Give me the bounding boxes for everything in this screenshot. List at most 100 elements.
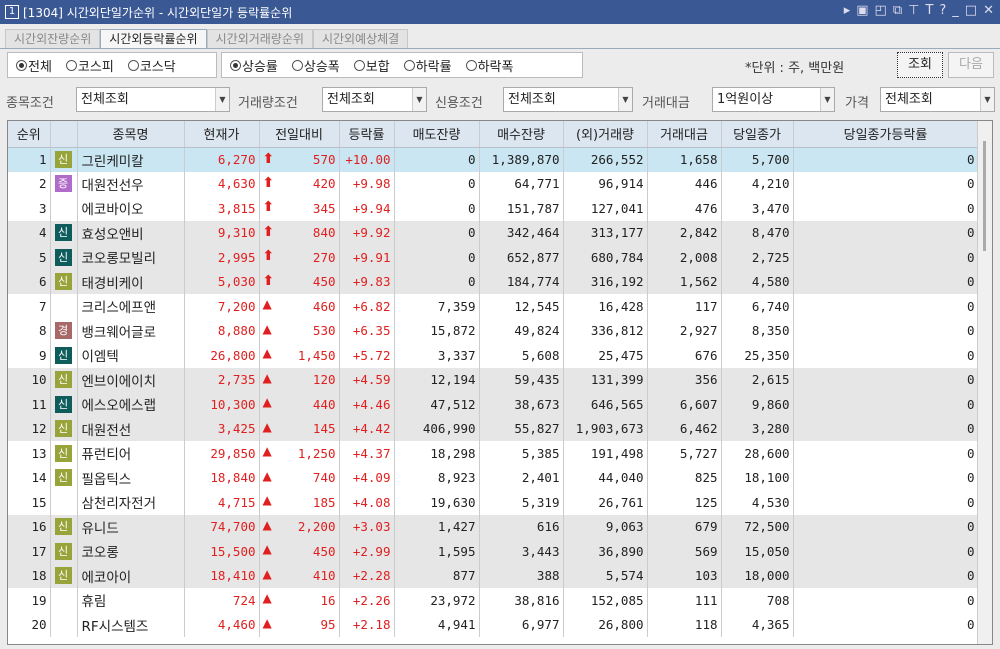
table-row[interactable]: 16 신 유니드 74,700 ▲ 2,200 +3.03 1,427 616 9,063 679 7… (8, 514, 979, 539)
table-row[interactable]: 1 신 그린케미칼 6,270 ⬆ 570 +10.00 0 1,389,870 266,552 1… (8, 147, 979, 172)
sort-radio-group: 상승률 상승폭 보합 하락률 하락폭 (221, 52, 583, 78)
table-row[interactable]: 8 경 뱅크웨어글로 8,880 ▲ 530 +6.35 15,872 49,824 336,81… (8, 318, 979, 343)
up-triangle-icon: ▲ (262, 419, 272, 434)
layout-icon[interactable]: ◰ (874, 3, 887, 18)
table-row[interactable]: 15 삼천리자전거 4,715 ▲ 185 +4.08 19,630 5,319 26,761 1… (8, 490, 979, 515)
radio-flat[interactable]: 보합 (353, 56, 390, 75)
tab-afterhours-balance[interactable]: 시간외잔량순위 (5, 29, 101, 49)
stock-name-cell: 그린케미칼 (77, 147, 185, 172)
query-button[interactable]: 조회 (897, 52, 943, 78)
table-row[interactable]: 9 신 이엠텍 26,800 ▲ 1,450 +5.72 3,337 5,608 25,475 67… (8, 343, 979, 368)
rank-cell: 16 (8, 514, 51, 539)
column-header[interactable]: 당일종가등락률 (793, 121, 979, 148)
table-row[interactable]: 10 신 엔브이에이치 2,735 ▲ 120 +4.59 12,194 59,435 131,3… (8, 367, 979, 392)
table-row[interactable]: 3 에코바이오 3,815 ⬆ 345 +9.94 0 151,787 127,041 476 3,… (8, 196, 979, 221)
column-header[interactable]: 등락률 (339, 121, 395, 148)
radio-rise-rate[interactable]: 상승률 (230, 56, 278, 75)
table-row[interactable]: 6 신 태경비케이 5,030 ⬆ 450 +9.83 0 184,774 316,192 1,56… (8, 269, 979, 294)
table-row[interactable]: 13 신 퓨런티어 29,850 ▲ 1,250 +4.37 18,298 5,385 191,4… (8, 441, 979, 466)
rate-cell: +10.00 (339, 147, 395, 172)
price-select[interactable]: 전체조회 ▼ (880, 87, 995, 112)
tab-afterhours-expected[interactable]: 시간외예상체결 (312, 29, 409, 49)
play-icon[interactable]: ▸ (843, 3, 851, 18)
scrollbar-thumb[interactable] (983, 141, 986, 251)
badge-cell: 신 (50, 245, 78, 270)
radio-kospi[interactable]: 코스피 (65, 56, 114, 75)
table-row[interactable]: 18 신 에코아이 18,410 ▲ 410 +2.28 877 388 5,574 103 18,0… (8, 563, 979, 588)
table-row[interactable]: 7 크리스에프앤 7,200 ▲ 460 +6.82 7,359 12,545 16,428 11… (8, 294, 979, 319)
column-header[interactable]: 현재가 (184, 121, 260, 148)
column-header[interactable]: 매도잔량 (394, 121, 480, 148)
radio-all[interactable]: 전체 (16, 56, 52, 75)
stock-condition-select[interactable]: 전체조회 ▼ (76, 87, 230, 112)
volume-cell: 25,475 (563, 343, 648, 368)
bid-cell: 184,774 (479, 269, 564, 294)
radio-fall-rate[interactable]: 하락률 (403, 56, 452, 75)
stock-name-cell: 뱅크웨어글로 (77, 318, 185, 343)
vertical-scrollbar[interactable] (977, 121, 992, 644)
table-row[interactable]: 4 신 효성오앤비 9,310 ⬆ 840 +9.92 0 342,464 313,177 2,84… (8, 220, 979, 245)
badge-cell (50, 490, 78, 515)
column-header[interactable]: 전일대비 (259, 121, 340, 148)
close-rate-cell: 0 (793, 220, 979, 245)
ask-cell: 877 (394, 563, 480, 588)
volume-cell: 191,498 (563, 441, 648, 466)
credit-condition-select[interactable]: 전체조회 ▼ (503, 87, 633, 112)
bid-cell: 1,389,870 (479, 147, 564, 172)
column-header[interactable]: 종목명 (77, 121, 185, 148)
amount-cell: 117 (647, 294, 722, 319)
volume-condition-select[interactable]: 전체조회 ▼ (322, 87, 427, 112)
table-row[interactable]: 14 신 필옵틱스 18,840 ▲ 740 +4.09 8,923 2,401 44,040 82… (8, 465, 979, 490)
help-icon[interactable]: ? (939, 3, 947, 18)
column-header[interactable]: 순위 (8, 121, 51, 148)
trade-amount-select[interactable]: 1억원이상 ▼ (712, 87, 835, 112)
amount-cell: 125 (647, 490, 722, 515)
bid-cell: 5,319 (479, 490, 564, 515)
rank-cell: 20 (8, 612, 51, 637)
stock-name-cell: 코오롱 (77, 539, 185, 564)
chevron-down-icon: ▼ (215, 88, 229, 111)
table-row[interactable]: 2 증 대원전선우 4,630 ⬆ 420 +9.98 0 64,771 96,914 446 4,2… (8, 171, 979, 196)
column-header[interactable]: 당일종가 (721, 121, 794, 148)
window-controls: ▸ ▣ ◰ ⧉ ⊤ T ? _ □ ✕ (844, 3, 994, 18)
rank-cell: 12 (8, 416, 51, 441)
maximize-icon[interactable]: □ (964, 3, 978, 18)
chevron-down-icon: ▼ (980, 88, 994, 111)
ask-cell: 4,941 (394, 612, 480, 637)
column-header[interactable] (50, 121, 78, 148)
amount-cell: 825 (647, 465, 722, 490)
column-header[interactable]: 매수잔량 (479, 121, 564, 148)
table-row[interactable]: 11 신 에스오에스랩 10,300 ▲ 440 +4.46 47,512 38,673 646,… (8, 392, 979, 417)
bid-cell: 55,827 (479, 416, 564, 441)
credit-badge: 신 (54, 395, 72, 413)
change-value: 530 (312, 323, 336, 339)
close-rate-cell: 0 (793, 147, 979, 172)
table-row[interactable]: 19 휴림 724 ▲ 16 +2.26 23,972 38,816 152,085 111 708… (8, 588, 979, 613)
pin-icon[interactable]: ⊤ (908, 3, 920, 18)
change-value: 570 (312, 152, 336, 167)
column-header[interactable]: (외)거래량 (563, 121, 648, 148)
table-row[interactable]: 5 신 코오롱모빌리 2,995 ⬆ 270 +9.91 0 652,877 680,784 2,0… (8, 245, 979, 270)
memo-icon[interactable]: ▣ (856, 3, 869, 18)
minimize-icon[interactable]: _ (952, 3, 959, 18)
window-copy-icon[interactable]: ⧉ (892, 3, 903, 18)
next-button[interactable]: 다음 (948, 52, 994, 78)
change-value: 345 (312, 200, 336, 216)
radio-kosdaq[interactable]: 코스닥 (127, 56, 176, 75)
column-header[interactable]: 거래대금 (647, 121, 722, 148)
credit-badge: 신 (54, 248, 72, 266)
up-triangle-icon: ▲ (262, 444, 272, 458)
tab-afterhours-volume[interactable]: 시간외거래량순위 (206, 29, 313, 49)
table-row[interactable]: 20 RF시스템즈 4,460 ▲ 95 +2.18 4,941 6,977 26,800 118… (8, 612, 979, 637)
table-row[interactable]: 12 신 대원전선 3,425 ▲ 145 +4.42 406,990 55,827 1,903,… (8, 416, 979, 441)
amount-cell: 679 (647, 514, 722, 539)
amount-cell: 6,462 (647, 416, 722, 441)
radio-fall-amount[interactable]: 하락폭 (465, 56, 513, 75)
close-rate-cell: 0 (793, 441, 979, 466)
text-icon[interactable]: T (925, 3, 934, 18)
close-icon[interactable]: ✕ (983, 3, 994, 18)
table-row[interactable]: 17 신 코오롱 15,500 ▲ 450 +2.99 1,595 3,443 36,890 569… (8, 539, 979, 564)
price-label: 가격 (845, 96, 869, 111)
radio-rise-amount[interactable]: 상승폭 (291, 56, 340, 75)
tab-afterhours-rate[interactable]: 시간외등락률순위 (100, 29, 207, 49)
